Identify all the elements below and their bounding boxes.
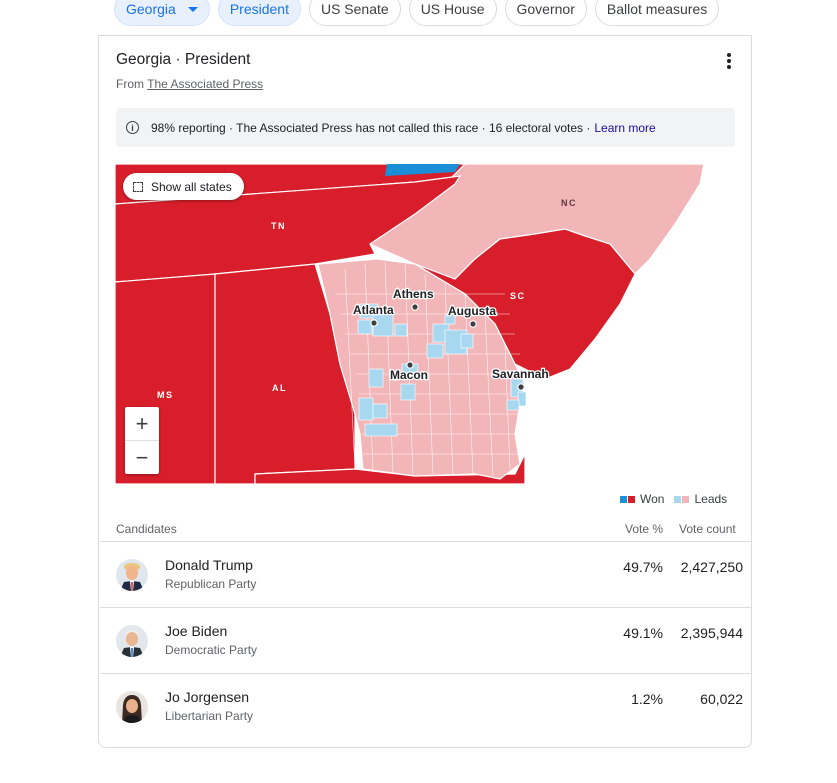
candidate-name: Joe Biden (165, 623, 228, 639)
race-title: Georgia · President (116, 51, 251, 68)
city-markers (370, 303, 525, 391)
candidate-row: Jo Jorgensen Libertarian Party 1.2% 60,0… (100, 673, 751, 739)
results-card (98, 35, 752, 748)
candidate-party: Libertarian Party (165, 709, 254, 723)
candidate-row: Donald Trump Republican Party 49.7% 2,42… (100, 541, 751, 607)
chip-georgia[interactable]: Georgia (114, 0, 210, 26)
legend-dem-leads-swatch (674, 495, 682, 503)
map-legend: Won Leads (620, 492, 737, 506)
chip-ballot-measures[interactable]: Ballot measures (594, 0, 720, 26)
candidate-vote-count: 2,395,944 (680, 625, 743, 641)
zoom-divider (125, 440, 159, 441)
legend-won-label: Won (640, 492, 665, 506)
avatar-biden (116, 625, 148, 657)
chip-president[interactable]: President (217, 0, 301, 26)
avatar-trump (116, 559, 148, 591)
expand-icon (133, 181, 143, 192)
legend-rep-won-swatch (628, 495, 635, 503)
show-all-states-label: Show all states (151, 179, 232, 194)
city-marker-macon (406, 361, 414, 369)
avatar-jorgensen (116, 691, 148, 723)
header-candidates: Candidates (116, 522, 177, 536)
city-marker-athens (411, 303, 419, 311)
city-marker-atlanta (370, 319, 378, 327)
candidate-row: Joe Biden Democratic Party 49.1% 2,395,9… (100, 607, 751, 673)
state-label-tn: TN (271, 221, 286, 231)
zoom-controls: + − (125, 407, 159, 474)
legend-dem-won-swatch (620, 495, 627, 503)
candidate-name: Jo Jorgensen (165, 689, 250, 705)
city-label-atlanta: Atlanta (353, 303, 394, 317)
state-al (214, 263, 356, 484)
dem-leads-counties (357, 303, 527, 437)
source-link[interactable]: The Associated Press (147, 77, 264, 91)
source-prefix: From (116, 77, 144, 91)
candidate-vote-pct: 49.1% (623, 625, 663, 641)
chip-us-senate[interactable]: US Senate (308, 0, 401, 26)
candidate-party: Republican Party (165, 577, 257, 591)
state-label-nc: NC (561, 198, 577, 208)
candidate-party: Democratic Party (165, 643, 258, 657)
chevron-down-icon (187, 6, 198, 12)
chip-georgia-label: Georgia (126, 1, 176, 17)
state-label-al: AL (272, 383, 287, 393)
zoom-out-button[interactable]: − (135, 444, 149, 470)
zoom-in-button[interactable]: + (135, 410, 149, 436)
header-vote-count: Vote count (679, 522, 736, 536)
more-options-icon[interactable] (726, 53, 732, 69)
info-icon: i (126, 121, 139, 134)
candidate-vote-count: 60,022 (700, 691, 743, 707)
divider (98, 35, 752, 36)
city-label-augusta: Augusta (448, 304, 496, 318)
city-label-athens: Athens (393, 287, 434, 301)
candidate-vote-pct: 1.2% (631, 691, 663, 707)
show-all-states-button[interactable]: Show all states (123, 173, 244, 200)
learn-more-link[interactable]: Learn more (594, 120, 656, 135)
state-label-ms: MS (157, 390, 174, 400)
city-label-savannah: Savannah (492, 367, 549, 381)
source-line: From The Associated Press (116, 77, 263, 91)
city-marker-savannah (517, 383, 525, 391)
header-vote-pct: Vote % (625, 522, 664, 536)
candidate-name: Donald Trump (165, 557, 253, 573)
race-filter-chips: Georgia President US Senate US House Gov… (114, 0, 720, 26)
reporting-status-text: 98% reporting · The Associated Press has… (151, 120, 591, 135)
chip-governor[interactable]: Governor (504, 0, 587, 26)
reporting-status-banner: i 98% reporting · The Associated Press h… (116, 108, 735, 147)
candidate-vote-count: 2,427,250 (680, 559, 743, 575)
city-marker-augusta (469, 320, 477, 328)
chip-us-house[interactable]: US House (408, 0, 497, 26)
candidate-vote-pct: 49.7% (623, 559, 663, 575)
state-label-sc: SC (510, 291, 526, 301)
legend-rep-leads-swatch (682, 495, 690, 503)
map-svg: Atlanta Athens Augusta Macon Savannah TN… (115, 164, 704, 484)
city-label-macon: Macon (390, 368, 428, 382)
results-map[interactable]: Atlanta Athens Augusta Macon Savannah TN… (115, 164, 704, 484)
legend-leads-label: Leads (694, 492, 728, 506)
state-va-dem (385, 164, 460, 176)
